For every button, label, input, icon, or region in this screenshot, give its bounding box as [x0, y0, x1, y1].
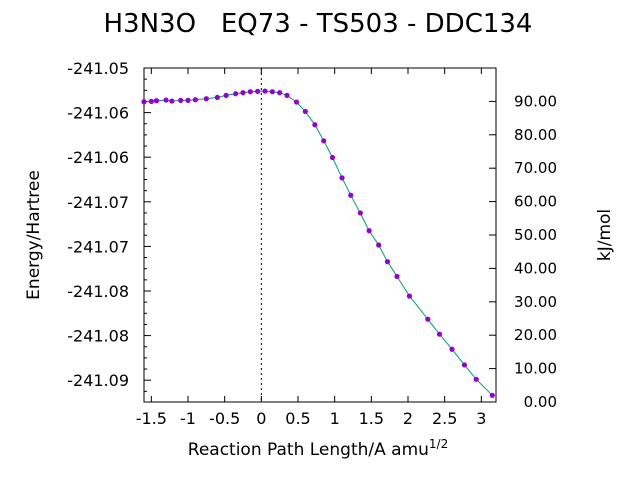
x-tick-label: 1.5 — [359, 409, 384, 428]
series-group — [141, 88, 495, 398]
y2-tick-label: 50.00 — [514, 226, 557, 244]
data-point — [366, 228, 372, 234]
data-point — [178, 97, 184, 103]
x-tick-label: -1.5 — [136, 409, 167, 428]
data-point — [233, 91, 239, 97]
y-tick-label: -241.05 — [67, 59, 129, 78]
y2-tick-label: 20.00 — [514, 326, 557, 344]
data-point — [223, 92, 229, 98]
y2-axis-ticks: 0.00 10.00 20.00 30.00 40.00 50.00 60.00 70.00 8… — [489, 92, 557, 411]
data-point — [473, 376, 479, 382]
y2-tick-label: 10.00 — [514, 360, 557, 378]
data-point — [203, 96, 209, 102]
y2-tick-label: 80.00 — [514, 126, 557, 144]
data-point — [163, 97, 169, 103]
y-tick-label: -241.07 — [67, 237, 129, 256]
data-point — [277, 90, 283, 96]
data-point — [384, 259, 391, 265]
y2-tick-label: 0.00 — [524, 393, 557, 411]
data-point — [348, 192, 354, 198]
data-point — [148, 98, 154, 104]
data-point — [169, 98, 175, 104]
data-point — [461, 362, 468, 368]
y2-tick-label: 90.00 — [514, 92, 557, 110]
data-point — [255, 88, 261, 94]
data-point — [284, 92, 290, 98]
data-point — [376, 242, 382, 248]
data-point — [312, 122, 318, 128]
y2-tick-label: 40.00 — [514, 259, 557, 277]
data-point — [394, 273, 400, 280]
data-point — [269, 89, 275, 95]
x-tick-label: 1 — [330, 409, 340, 428]
data-point — [262, 88, 268, 94]
x-tick-label: -1 — [180, 409, 196, 428]
y-tick-label: -241.09 — [67, 371, 129, 390]
data-point — [192, 97, 198, 103]
x-tick-label: 3 — [476, 409, 486, 428]
data-point — [357, 210, 363, 216]
x-tick-label: 2.5 — [432, 409, 457, 428]
y-axis-label: Energy/Hartree — [24, 170, 44, 300]
chart-title: H3N3O EQ73 - TS503 - DDC134 — [104, 9, 533, 39]
data-point — [406, 293, 413, 299]
data-point — [489, 392, 495, 398]
x-tick-label: 2 — [403, 409, 413, 428]
data-point — [240, 90, 246, 96]
y2-axis-label: kJ/mol — [595, 209, 615, 261]
data-point — [329, 154, 336, 161]
y-tick-label: -241.07 — [67, 193, 129, 212]
y2-tick-label: 60.00 — [514, 193, 557, 211]
data-point — [141, 99, 147, 105]
x-tick-label: -0.5 — [209, 409, 240, 428]
data-point — [449, 346, 455, 352]
y2-tick-label: 70.00 — [514, 159, 557, 177]
data-point — [436, 331, 443, 337]
data-point — [321, 138, 327, 144]
y2-tick-label: 30.00 — [514, 293, 557, 311]
plot-frame — [143, 67, 497, 403]
data-point — [214, 94, 220, 100]
x-axis-label: Reaction Path Length/A amu1/2 — [188, 437, 448, 460]
data-point — [153, 98, 160, 104]
y-tick-label: -241.08 — [67, 282, 129, 301]
data-point — [185, 97, 191, 103]
data-point — [293, 99, 300, 105]
data-point — [339, 175, 345, 181]
data-point — [425, 316, 431, 322]
series-line — [143, 90, 493, 396]
data-point — [247, 89, 253, 95]
x-tick-label: 0.5 — [285, 409, 310, 428]
data-point — [302, 108, 308, 115]
x-tick-label: 0 — [256, 409, 266, 428]
x-axis-ticks: -1.5 -1 -0.5 0 0.5 1 1.5 2 2.5 3 — [136, 68, 486, 428]
y-tick-label: -241.06 — [67, 148, 129, 167]
y-axis-ticks: -241.05 -241.06 -241.06 -241.07 -241.07 -241.… — [67, 59, 151, 392]
y-tick-label: -241.06 — [67, 104, 129, 123]
y-tick-label: -241.08 — [67, 327, 129, 346]
